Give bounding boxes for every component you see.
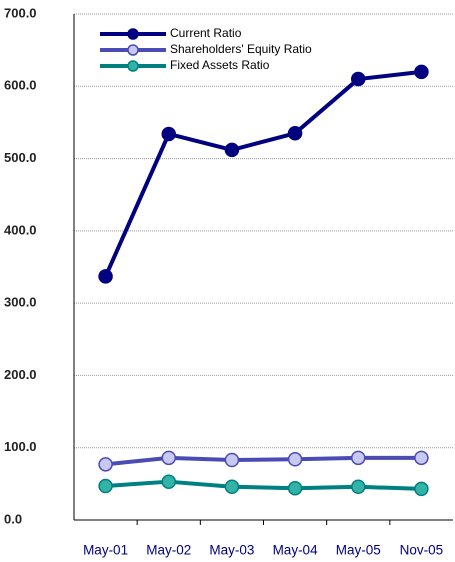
point [351, 71, 366, 87]
point [224, 479, 240, 494]
y-tick-label: 500.0 [4, 150, 37, 165]
point [98, 269, 113, 284]
point [161, 450, 176, 466]
legend-marker [127, 44, 139, 56]
point [161, 126, 176, 142]
y-tick-label: 0.0 [4, 511, 22, 526]
series-line [103, 69, 422, 278]
legend-label: Current Ratio [170, 26, 242, 40]
point [414, 450, 429, 466]
point [287, 452, 303, 467]
legend-label: Shareholders' Equity Ratio [170, 42, 312, 56]
point [224, 452, 240, 468]
y-tick-label: 100.0 [4, 439, 37, 454]
x-tick-label: May-03 [209, 543, 254, 558]
x-tick-label: May-02 [146, 543, 191, 558]
x-tick-label: Nov-05 [400, 543, 444, 558]
series-line [105, 479, 422, 491]
y-tick-label: 300.0 [4, 295, 37, 310]
point [287, 126, 303, 141]
point [161, 474, 176, 489]
point [98, 478, 113, 494]
series-line [105, 455, 422, 467]
y-tick-label: 700.0 [4, 5, 37, 20]
point [287, 480, 303, 496]
y-tick-label: 400.0 [4, 222, 37, 237]
y-tick-label: 200.0 [4, 367, 37, 382]
legend-label: Fixed Assets Ratio [170, 58, 270, 72]
point [414, 481, 429, 497]
point [414, 64, 429, 80]
point [351, 479, 366, 494]
point [98, 457, 113, 472]
legend-marker [127, 60, 139, 72]
y-tick-label: 600.0 [4, 78, 37, 93]
x-tick-label: May-05 [336, 543, 381, 558]
x-tick-label: May-04 [273, 543, 319, 558]
x-tick-label: May-01 [83, 543, 128, 558]
point [351, 450, 366, 466]
legend-marker [127, 28, 139, 40]
point [224, 142, 240, 158]
